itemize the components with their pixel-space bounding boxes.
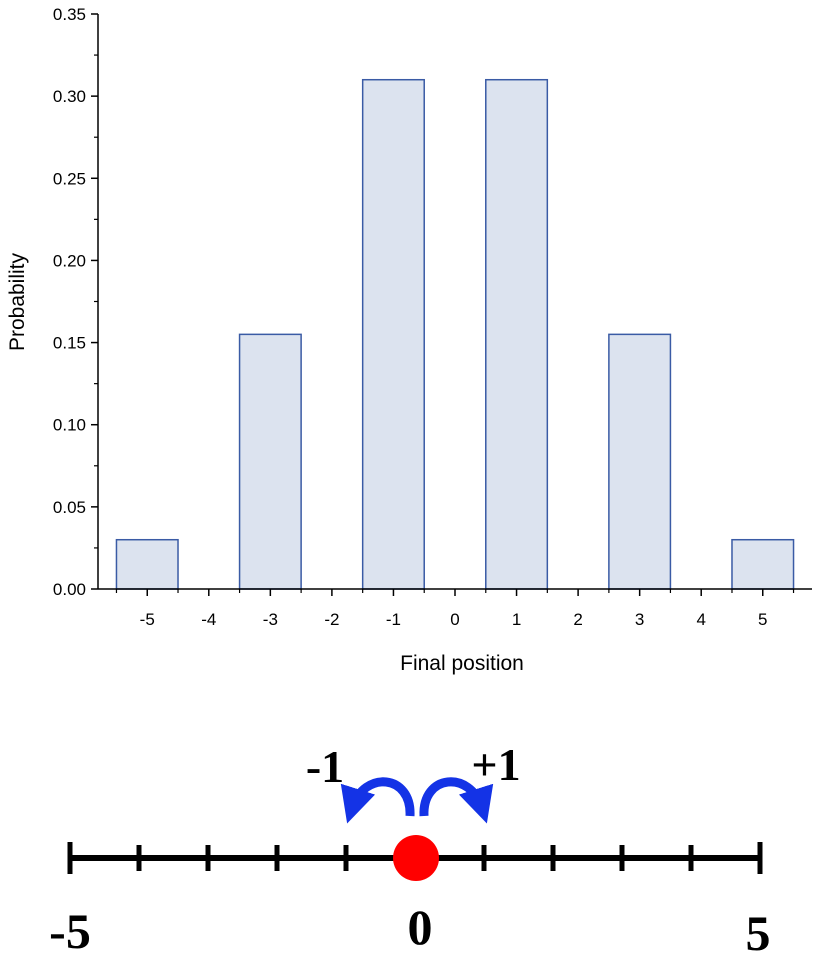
y-tick-label: 0.30 xyxy=(53,87,86,106)
x-tick-label: 2 xyxy=(573,610,582,629)
bar xyxy=(238,333,302,590)
y-tick-label: 0.00 xyxy=(53,580,86,599)
bars xyxy=(115,78,795,590)
step-right-arrow xyxy=(419,777,494,824)
x-tick-label: -4 xyxy=(201,610,216,629)
number-line-diagram: -1 +1 -5 0 5 xyxy=(49,739,770,955)
y-tick-label: 0.10 xyxy=(53,416,86,435)
x-tick-label: -3 xyxy=(263,610,278,629)
number-line-left-label: -5 xyxy=(49,903,91,955)
x-tick-label: -2 xyxy=(324,610,339,629)
x-tick-label: 1 xyxy=(512,610,521,629)
y-tick-label: 0.25 xyxy=(53,169,86,188)
bar xyxy=(608,333,672,590)
step-right-label: +1 xyxy=(471,739,520,790)
number-line-center-label: 0 xyxy=(408,899,433,955)
bar-chart: 0.000.050.100.150.200.250.300.35 -5 -4 -3-… xyxy=(6,5,812,675)
x-tick-label: 5 xyxy=(758,610,767,629)
x-tick-label: 4 xyxy=(696,610,705,629)
bar xyxy=(115,538,179,590)
x-axis-ticks: -5 -4 -3 -2 -1 0 1 2 3 4 5 xyxy=(115,589,795,629)
number-line-right-label: 5 xyxy=(746,905,771,955)
bar xyxy=(485,78,549,590)
x-tick-label: -1 xyxy=(386,610,401,629)
x-tick-label: 3 xyxy=(635,610,644,629)
y-axis-ticks: 0.00 0.05 0.10 0.15 0.20 0.25 0.30 0.35 xyxy=(53,5,98,599)
bar xyxy=(731,538,795,590)
y-axis-title: Probability xyxy=(6,252,29,351)
y-tick-label: 0.35 xyxy=(53,5,86,24)
walker-dot xyxy=(393,835,439,881)
y-tick-label: 0.20 xyxy=(53,251,86,270)
step-left-label: -1 xyxy=(306,741,344,792)
x-axis-title: Final position xyxy=(400,652,524,675)
x-tick-label: 0 xyxy=(450,610,459,629)
y-tick-label: 0.15 xyxy=(53,334,86,353)
x-tick-label: -5 xyxy=(140,610,155,629)
y-tick-label: 0.05 xyxy=(53,498,86,517)
step-left-arrow xyxy=(340,777,415,824)
bar xyxy=(361,78,425,590)
